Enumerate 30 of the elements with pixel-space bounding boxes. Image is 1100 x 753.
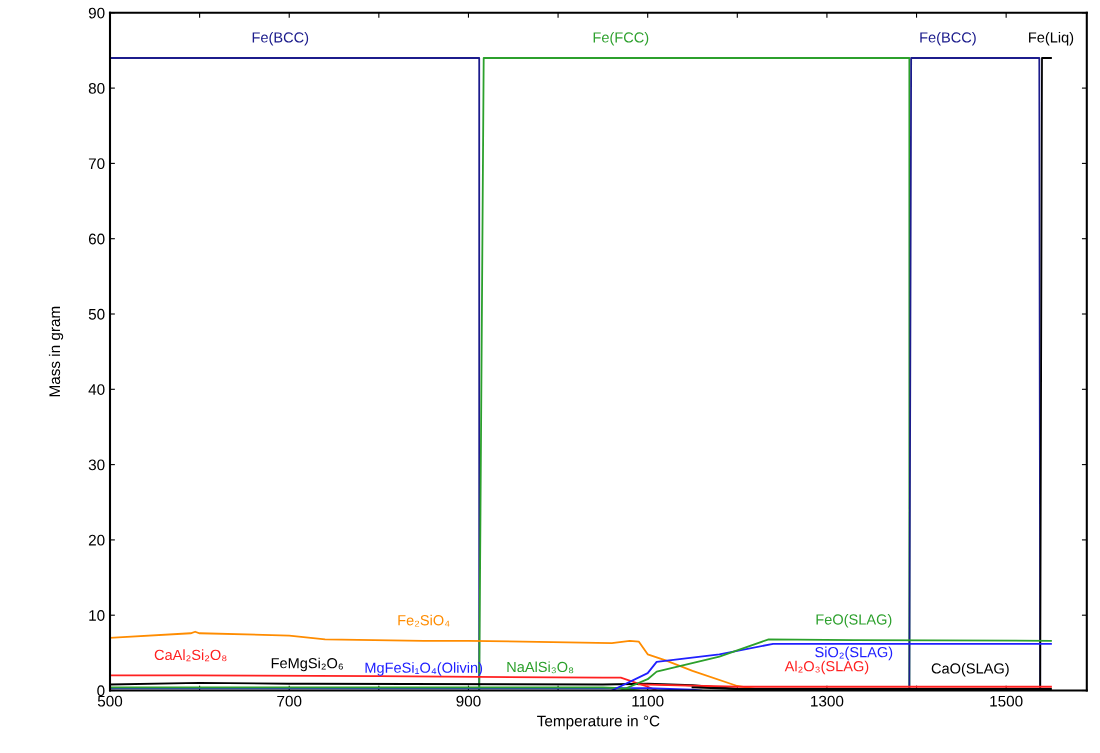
annotation: Al₂O₃(SLAG) xyxy=(784,660,869,675)
y-tick-label: 30 xyxy=(88,459,105,471)
annotation: CaO(SLAG) xyxy=(931,662,1009,677)
y-tick-label: 70 xyxy=(88,158,105,170)
y-tick-label: 0 xyxy=(97,685,105,697)
annotation: NaAlSi₃O₈ xyxy=(507,661,574,674)
annotation: Fe(BCC) xyxy=(252,31,309,46)
y-tick-label: 40 xyxy=(88,384,105,395)
y-tick-label: 20 xyxy=(88,534,105,546)
x-axis-title: Temperature in °C xyxy=(537,715,660,730)
x-tick-label: 1100 xyxy=(632,695,664,707)
annotation: FeO(SLAG) xyxy=(816,613,892,628)
y-tick-label: 80 xyxy=(88,82,105,94)
annotation: Fe₂SiO₄ xyxy=(398,614,450,627)
x-tick-label: 900 xyxy=(456,695,481,707)
y-axis-title: Mass in gram xyxy=(48,306,64,397)
annotation: CaAl₂Si₂O₈ xyxy=(154,649,227,662)
y-tick-label: 90 xyxy=(88,7,105,19)
annotation: Fe(FCC) xyxy=(593,31,649,46)
annotation: Fe(Liq) xyxy=(1029,31,1074,46)
x-tick-label: 1500 xyxy=(990,695,1023,707)
x-tick-label: 500 xyxy=(97,695,123,707)
y-tick-label: 50 xyxy=(88,308,105,320)
y-tick-label: 60 xyxy=(88,233,105,245)
x-tick-label: 700 xyxy=(277,695,302,707)
annotation: SiO₂(SLAG) xyxy=(815,646,893,661)
x-tick-label: 1300 xyxy=(811,695,844,707)
annotation: FeMgSi₂O₆ xyxy=(271,657,343,672)
y-tick-label: 10 xyxy=(89,610,105,621)
annotation: Fe(BCC) xyxy=(920,31,976,46)
